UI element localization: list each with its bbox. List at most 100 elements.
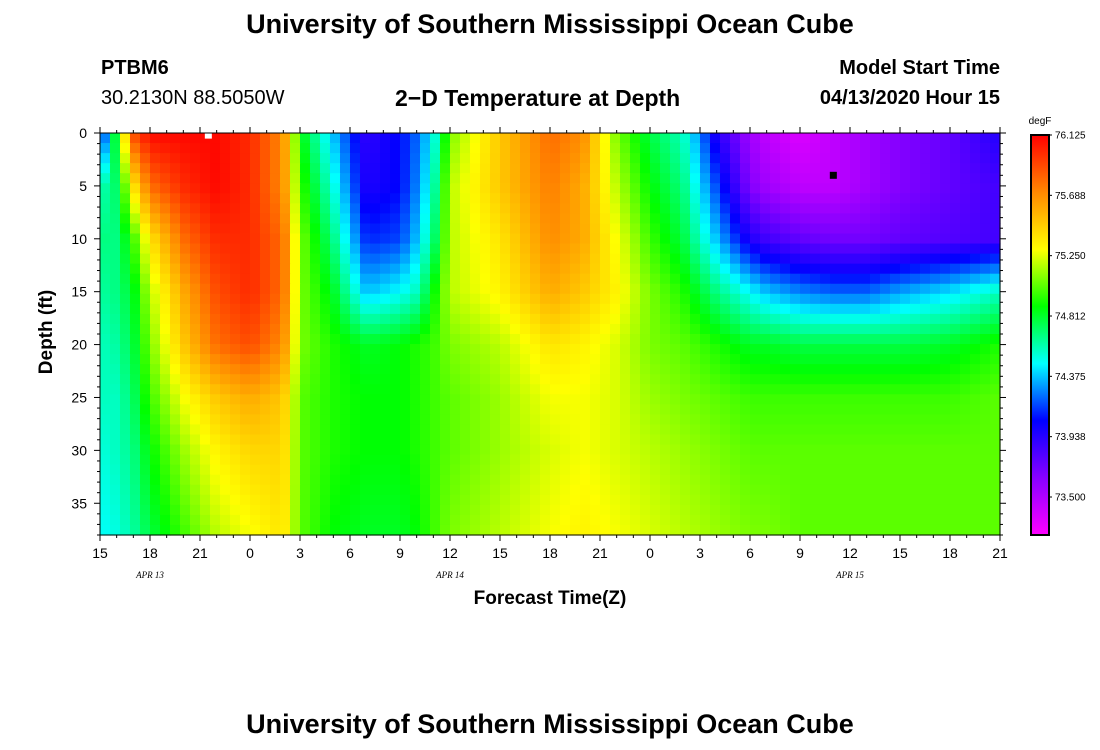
heatmap-cell [910, 524, 921, 536]
heatmap-cell [500, 173, 511, 184]
heatmap-cell [740, 233, 751, 245]
heatmap-cell [180, 494, 191, 506]
heatmap-cell [770, 464, 781, 476]
heatmap-cell [810, 474, 821, 486]
heatmap-cell [970, 263, 981, 275]
heatmap-cell [280, 414, 291, 426]
heatmap-cell [660, 153, 671, 164]
colorbar: degF 76.12575.68875.25074.81274.37573.93… [1029, 116, 1086, 536]
x-date-label: APR 14 [435, 570, 464, 580]
heatmap-cell [830, 354, 841, 365]
heatmap-cell [380, 263, 391, 275]
heatmap-cell [940, 313, 951, 325]
heatmap-cell [450, 213, 461, 225]
heatmap-cell [650, 514, 661, 526]
heatmap-cell [890, 364, 901, 375]
heatmap-cell [170, 273, 181, 285]
colorbar-ticks: 76.12575.68875.25074.81274.37573.93873.5… [1049, 131, 1086, 504]
heatmap-cell [770, 474, 781, 486]
heatmap-cell [180, 474, 191, 486]
heatmap-cell [350, 514, 361, 526]
heatmap-cell [690, 143, 701, 154]
heatmap-cell [160, 223, 171, 235]
heatmap-cell [940, 303, 951, 315]
heatmap-cell [520, 474, 531, 486]
heatmap-cell [530, 253, 541, 265]
heatmap-cell [970, 364, 981, 375]
heatmap-cell [610, 474, 621, 486]
heatmap-cell [210, 484, 221, 496]
heatmap-cell [260, 514, 271, 526]
heatmap-cell [590, 253, 601, 265]
heatmap-cell [590, 404, 601, 415]
heatmap-cell [300, 444, 311, 456]
heatmap-cell [620, 464, 631, 476]
heatmap-cell [910, 133, 921, 144]
heatmap-cell [690, 213, 701, 225]
heatmap-cell [990, 514, 1001, 526]
heatmap-cell [620, 273, 631, 285]
heatmap-cell [780, 524, 791, 536]
heatmap-cell [640, 253, 651, 265]
heatmap-cell [440, 203, 451, 214]
heatmap-cells [100, 133, 1001, 536]
heatmap-cell [760, 384, 771, 395]
heatmap-cell [320, 273, 331, 285]
heatmap-cell [480, 514, 491, 526]
heatmap-cell [900, 414, 911, 426]
heatmap-cell [150, 243, 161, 255]
heatmap-cell [800, 514, 811, 526]
heatmap-cell [340, 213, 351, 225]
heatmap-cell [980, 454, 991, 466]
heatmap-cell [690, 273, 701, 285]
heatmap-cell [760, 444, 771, 456]
heatmap-cell [320, 394, 331, 405]
heatmap-cell [330, 474, 341, 486]
heatmap-cell [170, 474, 181, 486]
heatmap-cell [210, 203, 221, 214]
heatmap-cell [150, 263, 161, 275]
heatmap-cell [880, 163, 891, 174]
heatmap-cell [730, 334, 741, 345]
heatmap-cell [550, 484, 561, 496]
heatmap-cell [500, 374, 511, 385]
heatmap-cell [450, 394, 461, 405]
heatmap-cell [750, 253, 761, 265]
heatmap-cell [960, 354, 971, 365]
heatmap-cell [150, 303, 161, 315]
heatmap-cell [870, 153, 881, 164]
heatmap-cell [920, 163, 931, 174]
heatmap-cell [160, 394, 171, 405]
heatmap-cell [490, 394, 501, 405]
heatmap-cell [110, 323, 121, 335]
heatmap-cell [790, 424, 801, 436]
heatmap-cell [960, 384, 971, 395]
heatmap-cell [660, 444, 671, 456]
heatmap-cell [440, 374, 451, 385]
heatmap-cell [670, 173, 681, 184]
heatmap-cell [480, 313, 491, 325]
heatmap-cell [390, 434, 401, 446]
heatmap-cell [710, 424, 721, 436]
heatmap-cell [590, 303, 601, 315]
heatmap-cell [230, 153, 241, 164]
heatmap-cell [490, 313, 501, 325]
heatmap-cell [890, 253, 901, 265]
heatmap-cell [730, 213, 741, 225]
heatmap-cell [600, 133, 611, 144]
heatmap-cell [280, 263, 291, 275]
heatmap-cell [660, 313, 671, 325]
heatmap-cell [440, 524, 451, 536]
heatmap-cell [100, 213, 111, 225]
heatmap-cell [850, 484, 861, 496]
heatmap-cell [330, 233, 341, 245]
heatmap-cell [520, 334, 531, 345]
heatmap-cell [290, 494, 301, 506]
heatmap-cell [420, 484, 431, 496]
heatmap-cell [570, 233, 581, 245]
heatmap-cell [380, 464, 391, 476]
heatmap-cell [290, 364, 301, 375]
heatmap-cell [580, 143, 591, 154]
heatmap-cell [370, 354, 381, 365]
heatmap-cell [740, 313, 751, 325]
